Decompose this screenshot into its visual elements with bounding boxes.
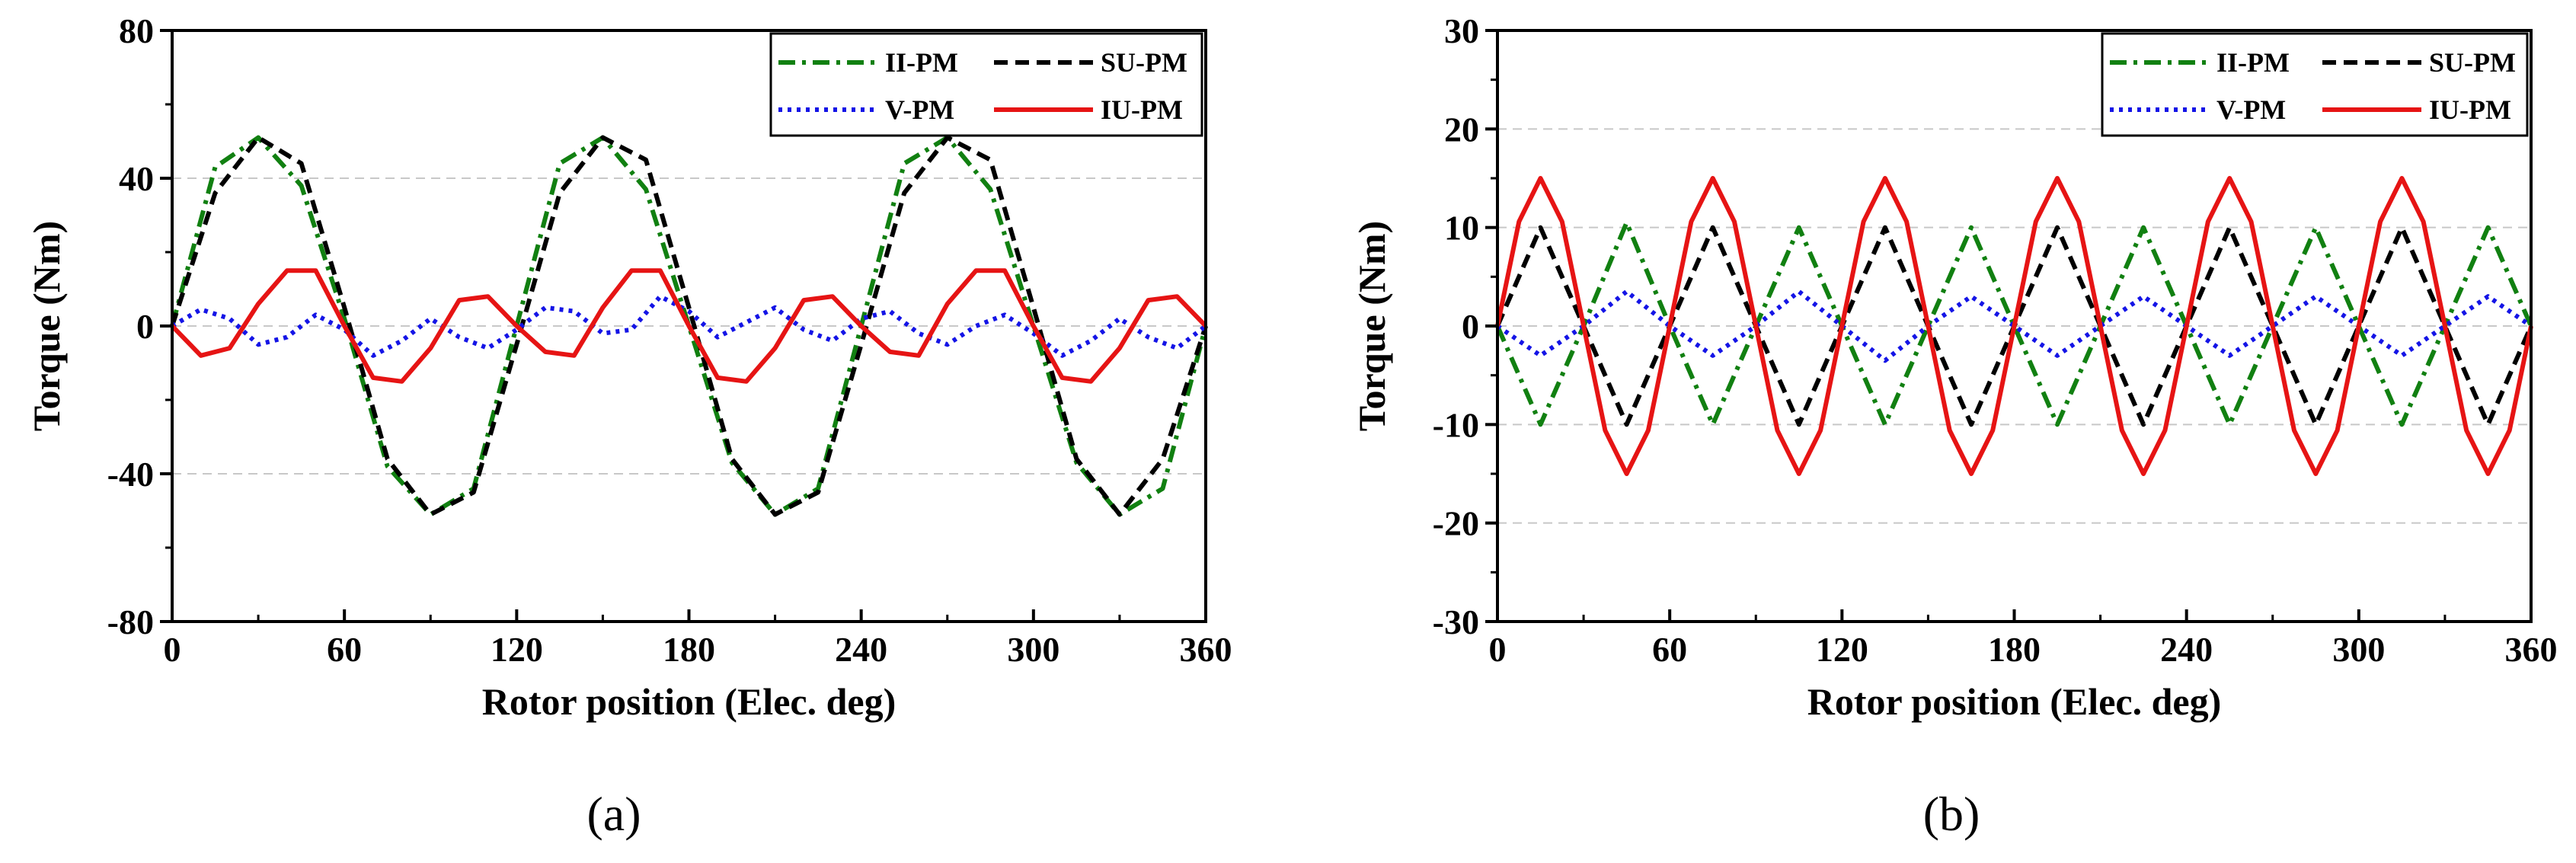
legend-label-ii-pm: II-PM bbox=[885, 47, 958, 78]
y-tick-label: -30 bbox=[1433, 603, 1479, 641]
x-tick-label: 360 bbox=[1180, 630, 1232, 669]
y-axis-title: Torque (Nm) bbox=[1350, 221, 1393, 431]
legend-label-iu-pm: IU-PM bbox=[1101, 94, 1183, 125]
legend: II-PM SU-PM V-PM IU-PM bbox=[769, 32, 1203, 137]
series-line-su-pm bbox=[170, 135, 1208, 517]
series-line-iu-pm bbox=[170, 268, 1208, 384]
x-tick-label: 60 bbox=[327, 630, 362, 669]
x-tick-label: 240 bbox=[835, 630, 887, 669]
chart-panel-a: 0 60 120 180 240 300 360 -80 -40 0 40 80 Rotor posit… bbox=[25, 11, 1232, 841]
legend-box bbox=[2101, 32, 2529, 137]
y-tick-label: 10 bbox=[1444, 209, 1479, 248]
x-axis-title: Rotor position (Elec. deg) bbox=[482, 680, 896, 723]
y-tick-label: 0 bbox=[1462, 307, 1479, 346]
legend-label-v-pm: V-PM bbox=[885, 94, 954, 125]
chart-panel-b: 0 60 120 180 240 300 360 -30 -20 -10 0 10 20 30 Rotor … bbox=[1350, 11, 2558, 841]
x-tick-label: 360 bbox=[2505, 630, 2558, 669]
x-tick-label: 240 bbox=[2160, 630, 2213, 669]
legend-box bbox=[769, 32, 1203, 137]
y-axis-title: Torque (Nm) bbox=[25, 221, 68, 431]
y-tick-label: 20 bbox=[1444, 110, 1479, 149]
panel-label: (b) bbox=[1923, 787, 1980, 841]
y-tick-label: -10 bbox=[1433, 405, 1479, 444]
x-tick-label: 300 bbox=[2332, 630, 2385, 669]
legend-label-su-pm: SU-PM bbox=[1101, 47, 1187, 78]
y-tick-label: 40 bbox=[119, 159, 154, 198]
series-line-iu-pm bbox=[1495, 176, 2533, 476]
legend-label-iu-pm: IU-PM bbox=[2429, 94, 2511, 125]
legend-label-v-pm: V-PM bbox=[2216, 94, 2286, 125]
x-tick-label: 120 bbox=[491, 630, 543, 669]
legend: II-PM SU-PM V-PM IU-PM bbox=[2101, 32, 2529, 137]
y-tick-label: -20 bbox=[1433, 504, 1479, 543]
y-tick-label: -40 bbox=[107, 455, 154, 494]
x-tick-label: 0 bbox=[164, 630, 181, 669]
x-tick-label: 180 bbox=[663, 630, 715, 669]
x-tick-label: 180 bbox=[1988, 630, 2041, 669]
x-tick-label: 60 bbox=[1652, 630, 1687, 669]
x-tick-label: 0 bbox=[1489, 630, 1507, 669]
legend-label-su-pm: SU-PM bbox=[2429, 47, 2516, 78]
x-tick-label: 300 bbox=[1007, 630, 1059, 669]
y-tick-label: 0 bbox=[136, 307, 154, 346]
panel-label: (a) bbox=[586, 787, 641, 841]
series-line-v-pm bbox=[171, 294, 1207, 358]
y-tick-label: -80 bbox=[107, 603, 154, 641]
y-tick-label: 30 bbox=[1444, 11, 1479, 50]
series-line-ii-pm bbox=[170, 135, 1208, 517]
legend-label-ii-pm: II-PM bbox=[2216, 47, 2290, 78]
y-tick-label: 80 bbox=[119, 11, 154, 50]
x-tick-label: 120 bbox=[1816, 630, 1868, 669]
x-axis-title: Rotor position (Elec. deg) bbox=[1807, 680, 2221, 723]
